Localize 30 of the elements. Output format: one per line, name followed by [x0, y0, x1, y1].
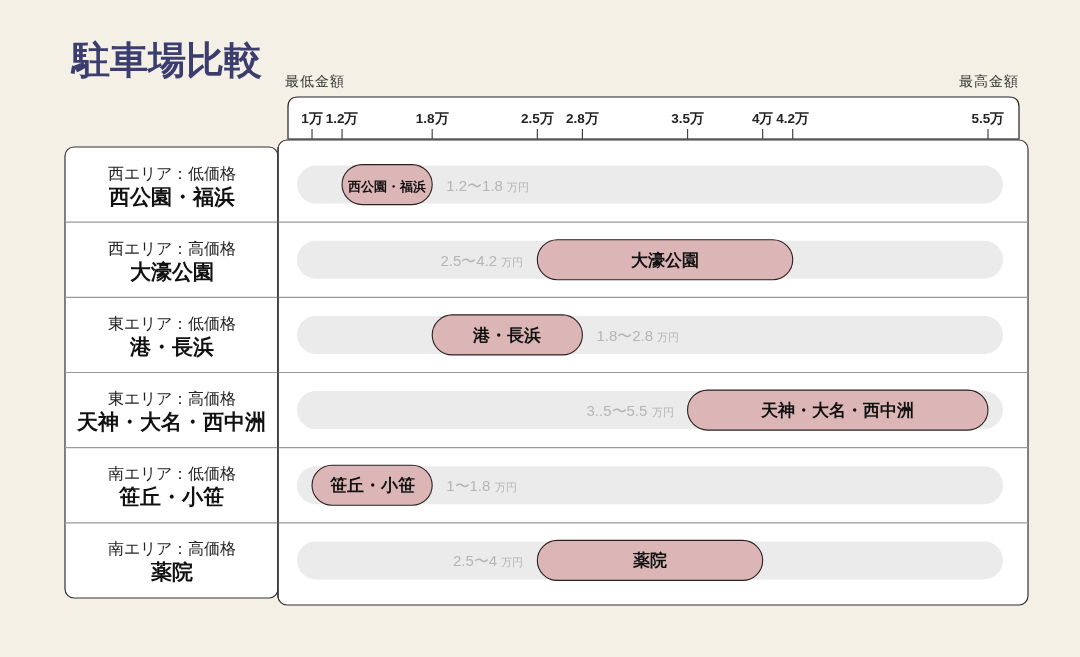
- y-tick-label: 笹丘・小笹: [119, 485, 224, 509]
- row-subheading: 東エリア：低価格: [107, 314, 236, 332]
- x-tick-label: 2.8万: [566, 111, 599, 126]
- x-tick-label: 4万: [751, 111, 774, 126]
- row-subheading: 南エリア：高価格: [107, 540, 236, 558]
- bar-label: 大濠公園: [631, 250, 699, 269]
- row-subheading: 西エリア：高価格: [107, 239, 236, 257]
- y-tick-label: 薬院: [150, 560, 193, 584]
- y-tick-label: 西公園・福浜: [108, 184, 235, 208]
- row-subheading: 西エリア：低価格: [107, 164, 236, 182]
- x-tick-label: 2.5万: [520, 111, 554, 126]
- x-tick-label: 5.5万: [971, 111, 1005, 126]
- bar-label: 笹丘・小笹: [329, 476, 415, 495]
- x-tick-label: 1.8万: [415, 111, 449, 126]
- annotation: 最高金額: [959, 73, 1019, 89]
- row-subheading: 南エリア：低価格: [107, 465, 236, 483]
- bar-label: 港・長浜: [473, 325, 542, 344]
- x-tick-label: 1.2万: [325, 111, 359, 126]
- bar-label: 天神・大名・西中洲: [761, 401, 915, 420]
- x-tick-label: 1万: [301, 111, 323, 126]
- y-tick-label: 港・長浜: [129, 334, 214, 358]
- x-tick-label: 3.5万: [671, 111, 704, 126]
- y-tick-label: 大濠公園: [129, 259, 214, 283]
- title: 駐車場比較: [72, 39, 262, 81]
- bar-label: 西公園・福浜: [348, 178, 427, 194]
- bar-label: 薬院: [633, 551, 667, 570]
- annotation: 最低金額: [285, 73, 345, 89]
- y-tick-label: 天神・大名・西中洲: [77, 410, 266, 434]
- x-tick-label: 4.2万: [776, 111, 810, 126]
- row-subheading: 東エリア：高価格: [107, 390, 236, 408]
